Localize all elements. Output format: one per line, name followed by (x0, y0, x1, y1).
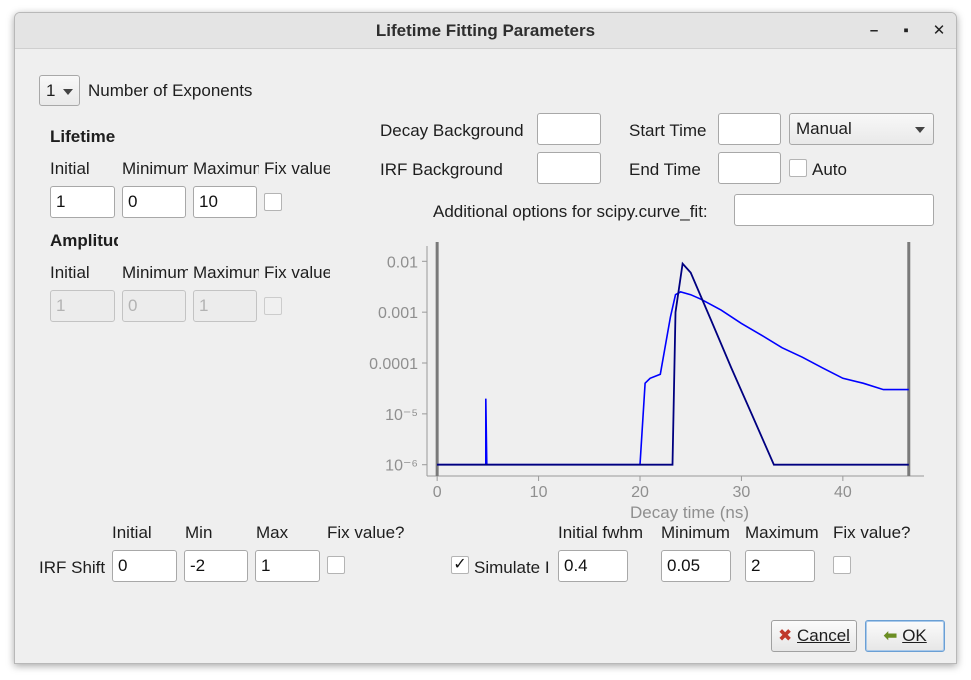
lifetime-fix-checkbox[interactable] (264, 193, 282, 211)
simulate-fix-checkbox[interactable] (833, 556, 851, 574)
simulate-header-maximum: Maximum (745, 523, 819, 542)
chevron-down-icon (63, 89, 73, 95)
cancel-button-label: Cancel (797, 626, 850, 645)
minimize-button[interactable]: – (869, 22, 879, 39)
irf-shift-header-fix: Fix value? (327, 523, 405, 542)
x-axis-label: Decay time (ns) (630, 503, 749, 522)
lifetime-header-fix: Fix value? (264, 159, 330, 178)
irf-shift-initial-input[interactable]: 0 (112, 550, 177, 582)
y-tick-label: 0.0001 (369, 356, 418, 373)
scipy-options-input[interactable] (734, 194, 934, 226)
irf-shift-header-max: Max (256, 523, 289, 542)
amplitude-minimum-input[interactable]: 0 (122, 290, 186, 322)
y-tick-label: 0.01 (387, 254, 418, 271)
x-tick-label: 0 (433, 484, 442, 501)
maximize-button[interactable]: ▪ (903, 22, 909, 39)
start-time-label: Start Time (629, 121, 707, 140)
x-tick-label: 10 (530, 484, 548, 501)
auto-checkbox[interactable] (789, 159, 807, 177)
scipy-options-label: Additional options for scipy.curve_fit: (433, 202, 708, 221)
chevron-down-icon (915, 127, 925, 133)
amplitude-fix-checkbox[interactable] (264, 297, 282, 315)
irf-shift-label: IRF Shift (39, 558, 106, 577)
window-title: Lifetime Fitting Parameters (375, 21, 596, 40)
amplitude-heading: Amplitude (50, 231, 118, 250)
ok-button-label: OK (902, 626, 927, 645)
auto-label: Auto (812, 160, 847, 179)
y-tick-label: 0.001 (378, 305, 418, 322)
simulate-header-fix: Fix value? (833, 523, 911, 542)
simulate-header-fwhm: Initial fwhm (558, 523, 644, 542)
amplitude-initial-input[interactable]: 1 (50, 290, 115, 322)
title-bar: Lifetime Fitting Parameters – ▪ ✕ (15, 13, 956, 49)
lifetime-initial-input[interactable]: 1 (50, 186, 115, 218)
close-button[interactable]: ✕ (932, 22, 946, 39)
lifetime-header-minimum: Minimum (122, 159, 188, 178)
irf-shift-max-input[interactable]: 1 (255, 550, 320, 582)
end-time-input[interactable] (718, 152, 781, 184)
decay-chart: 0.01 0.001 0.0001 10⁻⁵ 10⁻⁶ 0 10 20 30 40 Decay ti… (369, 242, 924, 522)
fit-series-line (437, 261, 909, 466)
x-tick-label: 30 (733, 484, 751, 501)
time-mode-select[interactable]: Manual (789, 113, 934, 145)
lifetime-minimum-input[interactable]: 0 (122, 186, 186, 218)
exponents-value: 1 (46, 81, 56, 100)
amplitude-maximum-input[interactable]: 1 (193, 290, 257, 322)
ok-arrow-icon: ⬅ (883, 626, 898, 645)
y-tick-label: 10⁻⁵ (385, 407, 418, 424)
simulate-irf-checkbox[interactable]: ✓ (451, 556, 469, 574)
simulate-fwhm-input[interactable]: 0.4 (558, 550, 628, 582)
start-time-input[interactable] (718, 113, 781, 145)
cancel-button[interactable]: ✖ Cancel (771, 620, 857, 652)
simulate-maximum-input[interactable]: 2 (745, 550, 815, 582)
lifetime-header-initial: Initial (50, 159, 90, 178)
lifetime-maximum-input[interactable]: 10 (193, 186, 257, 218)
x-tick-label: 20 (631, 484, 649, 501)
simulate-irf-label: Simulate IRF (474, 558, 550, 577)
irf-shift-header-min: Min (185, 523, 213, 542)
irf-shift-min-input[interactable]: -2 (184, 550, 248, 582)
irf-background-label: IRF Background (380, 160, 503, 179)
lifetime-header-maximum: Maximum (193, 159, 259, 178)
dialog-window: Lifetime Fitting Parameters – ▪ ✕ 1 Numb… (14, 12, 957, 664)
amplitude-header-initial: Initial (50, 263, 90, 282)
lifetime-heading: Lifetime (50, 127, 116, 146)
irf-shift-fix-checkbox[interactable] (327, 556, 345, 574)
simulate-header-minimum: Minimum (661, 523, 730, 542)
ok-button[interactable]: ⬅ OK (865, 620, 945, 652)
exponents-select[interactable]: 1 (39, 75, 80, 106)
y-tick-label: 10⁻⁶ (385, 458, 418, 475)
irf-background-input[interactable] (537, 152, 601, 184)
decay-background-label: Decay Background (380, 121, 524, 140)
decay-background-input[interactable] (537, 113, 601, 145)
x-tick-label: 40 (834, 484, 852, 501)
exponents-label: Number of Exponents (88, 81, 253, 100)
amplitude-header-minimum: Minimum (122, 263, 188, 282)
time-mode-value: Manual (796, 119, 852, 138)
amplitude-header-maximum: Maximum (193, 263, 259, 282)
cancel-icon: ✖ (778, 626, 793, 645)
end-time-label: End Time (629, 160, 701, 179)
simulate-minimum-input[interactable]: 0.05 (661, 550, 731, 582)
amplitude-header-fix: Fix value? (264, 263, 330, 282)
irf-shift-header-initial: Initial (112, 523, 152, 542)
